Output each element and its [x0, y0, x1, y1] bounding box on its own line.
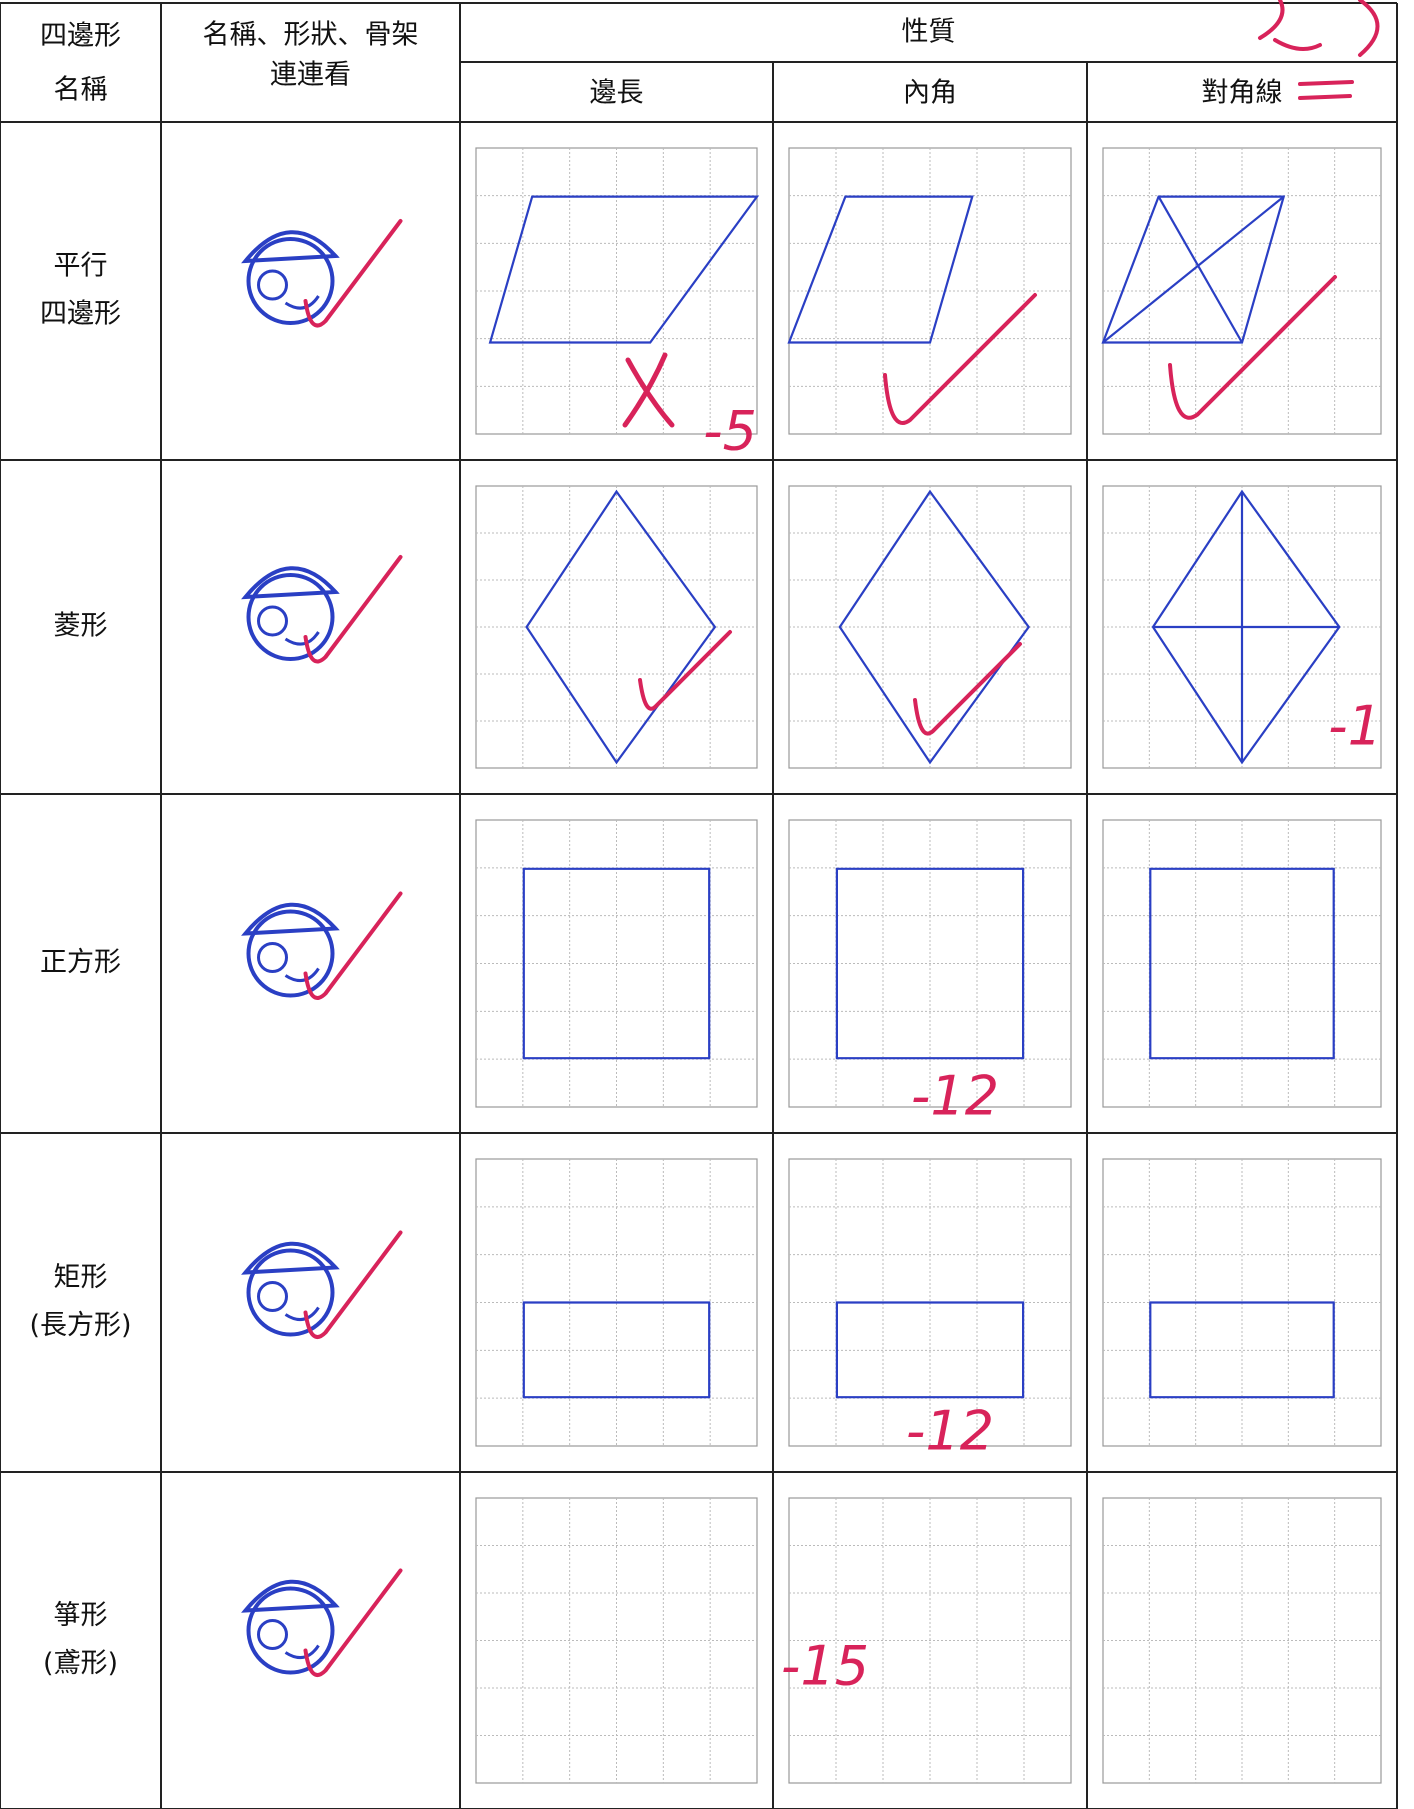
drawn-shape — [835, 1301, 1025, 1399]
stamp-face — [246, 1248, 335, 1337]
row-name: 箏形 — [54, 1600, 108, 1631]
header-sides: 邊長 — [590, 78, 644, 109]
stamp-nose — [257, 1281, 288, 1312]
drawn-shape — [1157, 196, 1243, 344]
drawn-shape — [522, 1301, 711, 1399]
header-match: 名稱、形狀、骨架 — [203, 20, 419, 51]
stamp-smile — [284, 1306, 320, 1322]
drawn-shape — [1102, 195, 1285, 344]
stamp-nose — [257, 269, 288, 301]
row-name: 四邊形 — [40, 299, 121, 330]
check-mark — [1168, 275, 1337, 420]
stamp-face — [246, 237, 335, 325]
row-name: (長方形) — [29, 1310, 131, 1341]
drawn-shape — [525, 489, 717, 765]
check-mark — [303, 891, 403, 1000]
row-name: 平行 — [54, 251, 108, 282]
stamp-smile — [284, 295, 320, 310]
drawn-shape — [838, 489, 1031, 765]
stamp-hat — [241, 1579, 340, 1613]
check-mark — [883, 293, 1037, 425]
header-name: 四邊形 — [40, 21, 121, 52]
stamp-smile — [284, 967, 320, 983]
row-name: (鳶形) — [43, 1648, 118, 1679]
check-mark — [303, 555, 403, 664]
check-mark — [913, 642, 1022, 736]
header-match: 連連看 — [270, 60, 351, 91]
stamp-hat — [241, 902, 340, 936]
header-angles: 內角 — [903, 78, 957, 109]
deduction: -1 — [1328, 695, 1382, 758]
stamp-hat — [241, 566, 340, 600]
deduction: -12 — [906, 1400, 994, 1463]
row-name: 矩形 — [54, 1262, 108, 1293]
check-mark — [303, 1230, 403, 1339]
check-mark — [303, 1568, 403, 1677]
check-mark — [303, 219, 403, 328]
header-name: 名稱 — [54, 75, 108, 106]
stamp-face — [246, 1586, 335, 1675]
drawn-shape — [835, 867, 1025, 1060]
header-properties: 性質 — [902, 17, 956, 48]
drawn-shape — [787, 195, 974, 344]
deduction: -12 — [911, 1065, 999, 1128]
check-mark — [638, 630, 732, 711]
stamp-nose — [257, 605, 288, 637]
stamp-hat — [241, 230, 340, 264]
row-name: 正方形 — [40, 947, 121, 978]
stamp-nose — [257, 1619, 288, 1650]
stamp-nose — [257, 942, 288, 973]
drawn-shape — [522, 867, 711, 1060]
stamp-hat — [241, 1241, 340, 1275]
drawn-shape — [1149, 867, 1335, 1060]
cross-mark — [622, 352, 675, 428]
deduction: -5 — [703, 400, 757, 463]
header-diagonals: 對角線 — [1202, 78, 1283, 109]
score-scribble — [1258, 0, 1380, 100]
stamp-smile — [284, 631, 320, 646]
stamp-smile — [284, 1644, 320, 1660]
drawn-shape — [488, 195, 760, 344]
row-name: 菱形 — [54, 611, 108, 642]
drawn-shape — [1149, 1301, 1335, 1399]
stamp-face — [246, 573, 335, 661]
stamp-face — [246, 909, 335, 998]
deduction: -15 — [781, 1635, 869, 1698]
